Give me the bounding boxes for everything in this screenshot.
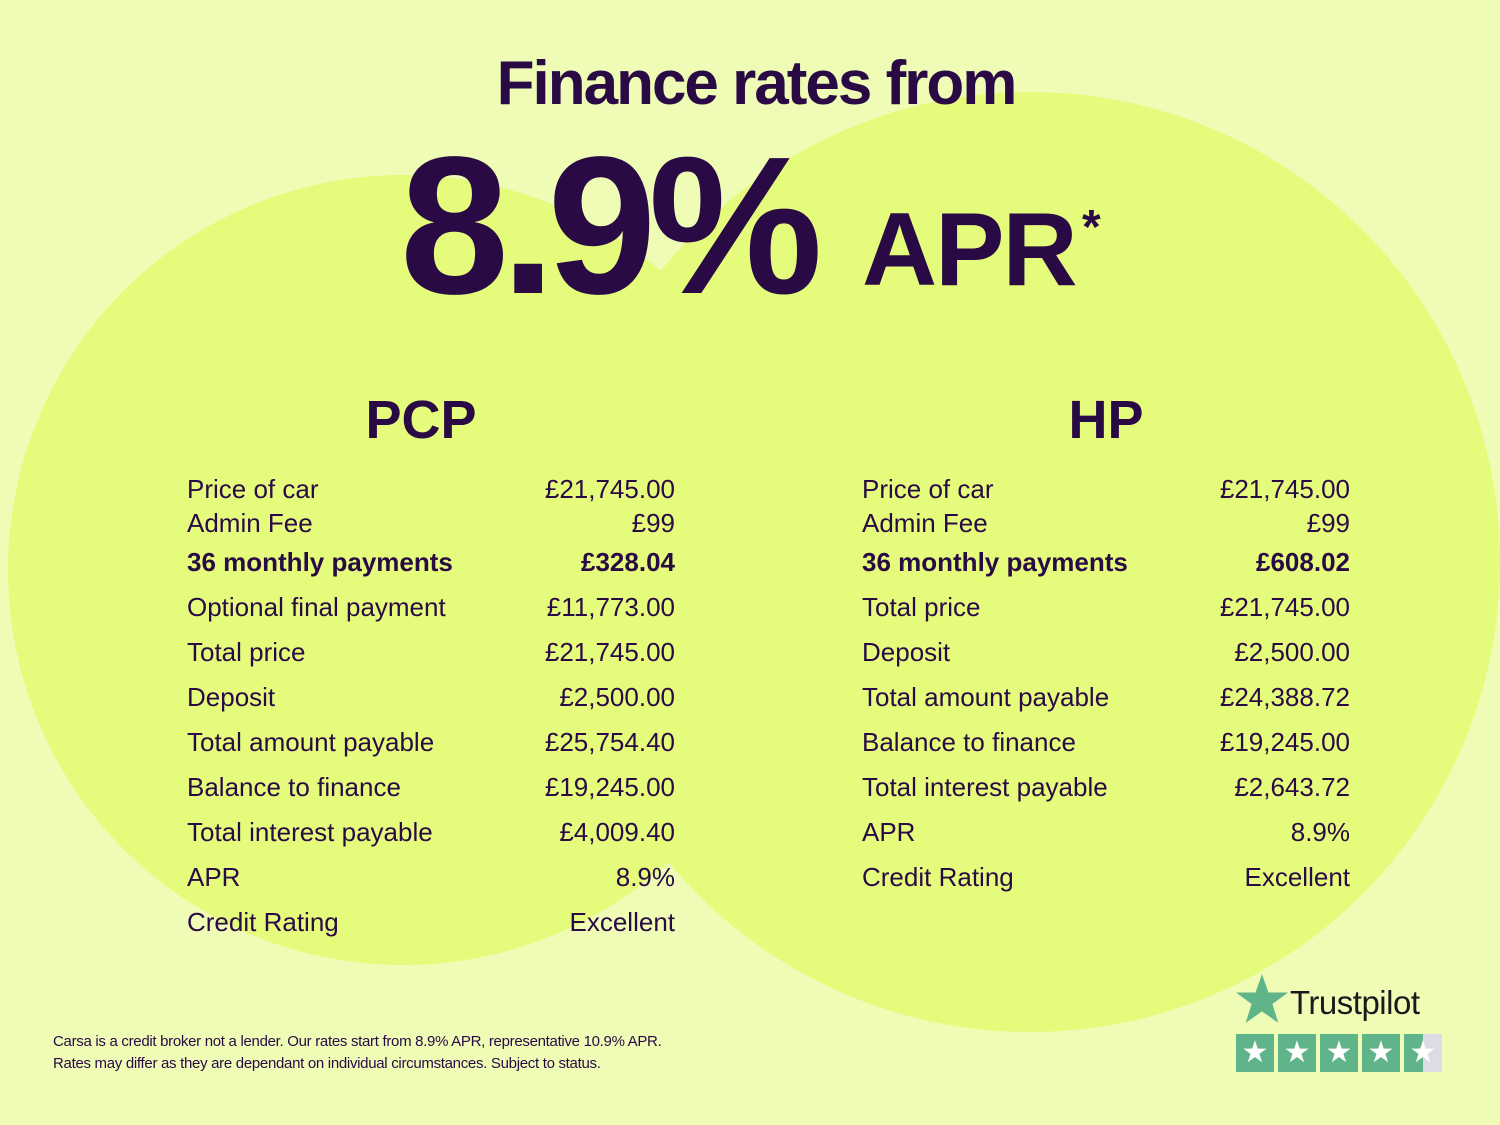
table-row: APR 8.9% xyxy=(187,855,675,900)
row-value: £21,745.00 xyxy=(1219,474,1350,504)
row-label: 36 monthly payments xyxy=(862,547,1128,577)
row-value: £25,754.40 xyxy=(544,727,675,757)
row-value: £2,500.00 xyxy=(559,682,675,712)
table-row: Balance to finance £19,245.00 xyxy=(862,720,1350,765)
star-icon xyxy=(1236,974,1288,1023)
table-row: Credit Rating Excellent xyxy=(187,900,675,945)
hp-table: HP Price of car £21,745.00 Admin Fee £99 36 … xyxy=(862,390,1350,900)
disclaimer-line-1: Carsa is a credit broker not a lender. O… xyxy=(53,1033,662,1050)
row-label: APR xyxy=(187,862,241,892)
row-label: Total amount payable xyxy=(187,727,435,757)
row-label: Price of car xyxy=(187,474,319,504)
table-row: Optional final payment £11,773.00 xyxy=(187,585,675,630)
table-row: Total interest payable £4,009.40 xyxy=(187,810,675,855)
table-row: Deposit £2,500.00 xyxy=(187,675,675,720)
table-row: Total interest payable £2,643.72 xyxy=(862,765,1350,810)
row-value: Excellent xyxy=(1244,862,1351,892)
row-label: Credit Rating xyxy=(187,907,339,937)
row-label: 36 monthly payments xyxy=(187,547,453,577)
table-row: Admin Fee £99 xyxy=(187,506,675,540)
table-row: Total amount payable £24,388.72 xyxy=(862,675,1350,720)
row-label: Optional final payment xyxy=(187,592,446,622)
row-value: £21,745.00 xyxy=(1219,592,1350,622)
row-value: £4,009.40 xyxy=(559,817,675,847)
star-icon: ★ xyxy=(1320,1034,1358,1072)
decorative-circle-right xyxy=(560,92,1500,1032)
row-label: Price of car xyxy=(862,474,994,504)
rate-value: 8.9% xyxy=(400,116,823,335)
row-value: £99 xyxy=(631,508,675,538)
row-value: £21,745.00 xyxy=(544,637,675,667)
row-value: 8.9% xyxy=(615,862,675,892)
row-value: £2,643.72 xyxy=(1234,772,1350,802)
row-value: £24,388.72 xyxy=(1219,682,1350,712)
row-label: Total amount payable xyxy=(862,682,1110,712)
row-value: £19,245.00 xyxy=(1219,727,1350,757)
row-value: £2,500.00 xyxy=(1234,637,1350,667)
table-row: Total price £21,745.00 xyxy=(862,585,1350,630)
row-value: £19,245.00 xyxy=(544,772,675,802)
table-row: Balance to finance £19,245.00 xyxy=(187,765,675,810)
row-label: Deposit xyxy=(862,637,951,667)
disclaimer: Carsa is a credit broker not a lender. O… xyxy=(53,1031,662,1075)
row-label: Total interest payable xyxy=(187,817,433,847)
disclaimer-line-2: Rates may differ as they are dependant o… xyxy=(53,1055,601,1072)
row-label: Total price xyxy=(187,637,306,667)
row-label: Admin Fee xyxy=(187,508,313,538)
pcp-title: PCP xyxy=(365,390,477,450)
star-icon: ★ xyxy=(1404,1034,1442,1072)
table-row: Price of car £21,745.00 xyxy=(187,472,675,506)
table-row: Admin Fee £99 xyxy=(862,506,1350,540)
table-row: Total price £21,745.00 xyxy=(187,630,675,675)
table-row: Total amount payable £25,754.40 xyxy=(187,720,675,765)
row-value: £99 xyxy=(1306,508,1350,538)
row-value: Excellent xyxy=(569,907,676,937)
table-row: Deposit £2,500.00 xyxy=(862,630,1350,675)
row-value: £328.04 xyxy=(581,547,675,577)
headline: Finance rates from xyxy=(496,49,1018,118)
table-row: APR 8.9% xyxy=(862,810,1350,855)
row-label: APR xyxy=(862,817,916,847)
asterisk: * xyxy=(1082,201,1101,254)
row-value: £11,773.00 xyxy=(546,592,675,622)
row-label: Admin Fee xyxy=(862,508,988,538)
row-label: Balance to finance xyxy=(862,727,1076,757)
row-label: Credit Rating xyxy=(862,862,1014,892)
rate-suffix: APR xyxy=(862,192,1078,308)
row-value: £608.02 xyxy=(1256,547,1350,577)
row-label: Balance to finance xyxy=(187,772,401,802)
row-value: 8.9% xyxy=(1290,817,1350,847)
row-label: Total interest payable xyxy=(862,772,1108,802)
hp-title: HP xyxy=(1068,390,1144,450)
pcp-table: PCP Price of car £21,745.00 Admin Fee £99 36… xyxy=(187,390,675,945)
trustpilot-logo-text: Trustpilot xyxy=(1290,984,1420,1021)
star-rating: ★ ★ ★ ★ ★ xyxy=(1236,1034,1442,1072)
star-icon: ★ xyxy=(1236,1034,1274,1072)
row-label: Total price xyxy=(862,592,981,622)
row-label: Deposit xyxy=(187,682,276,712)
row-value: £21,745.00 xyxy=(544,474,675,504)
table-row: Price of car £21,745.00 xyxy=(862,472,1350,506)
star-icon: ★ xyxy=(1362,1034,1400,1072)
table-row: 36 monthly payments £608.02 xyxy=(862,540,1350,585)
star-icon: ★ xyxy=(1278,1034,1316,1072)
table-row: 36 monthly payments £328.04 xyxy=(187,540,675,585)
table-row: Credit Rating Excellent xyxy=(862,855,1350,900)
